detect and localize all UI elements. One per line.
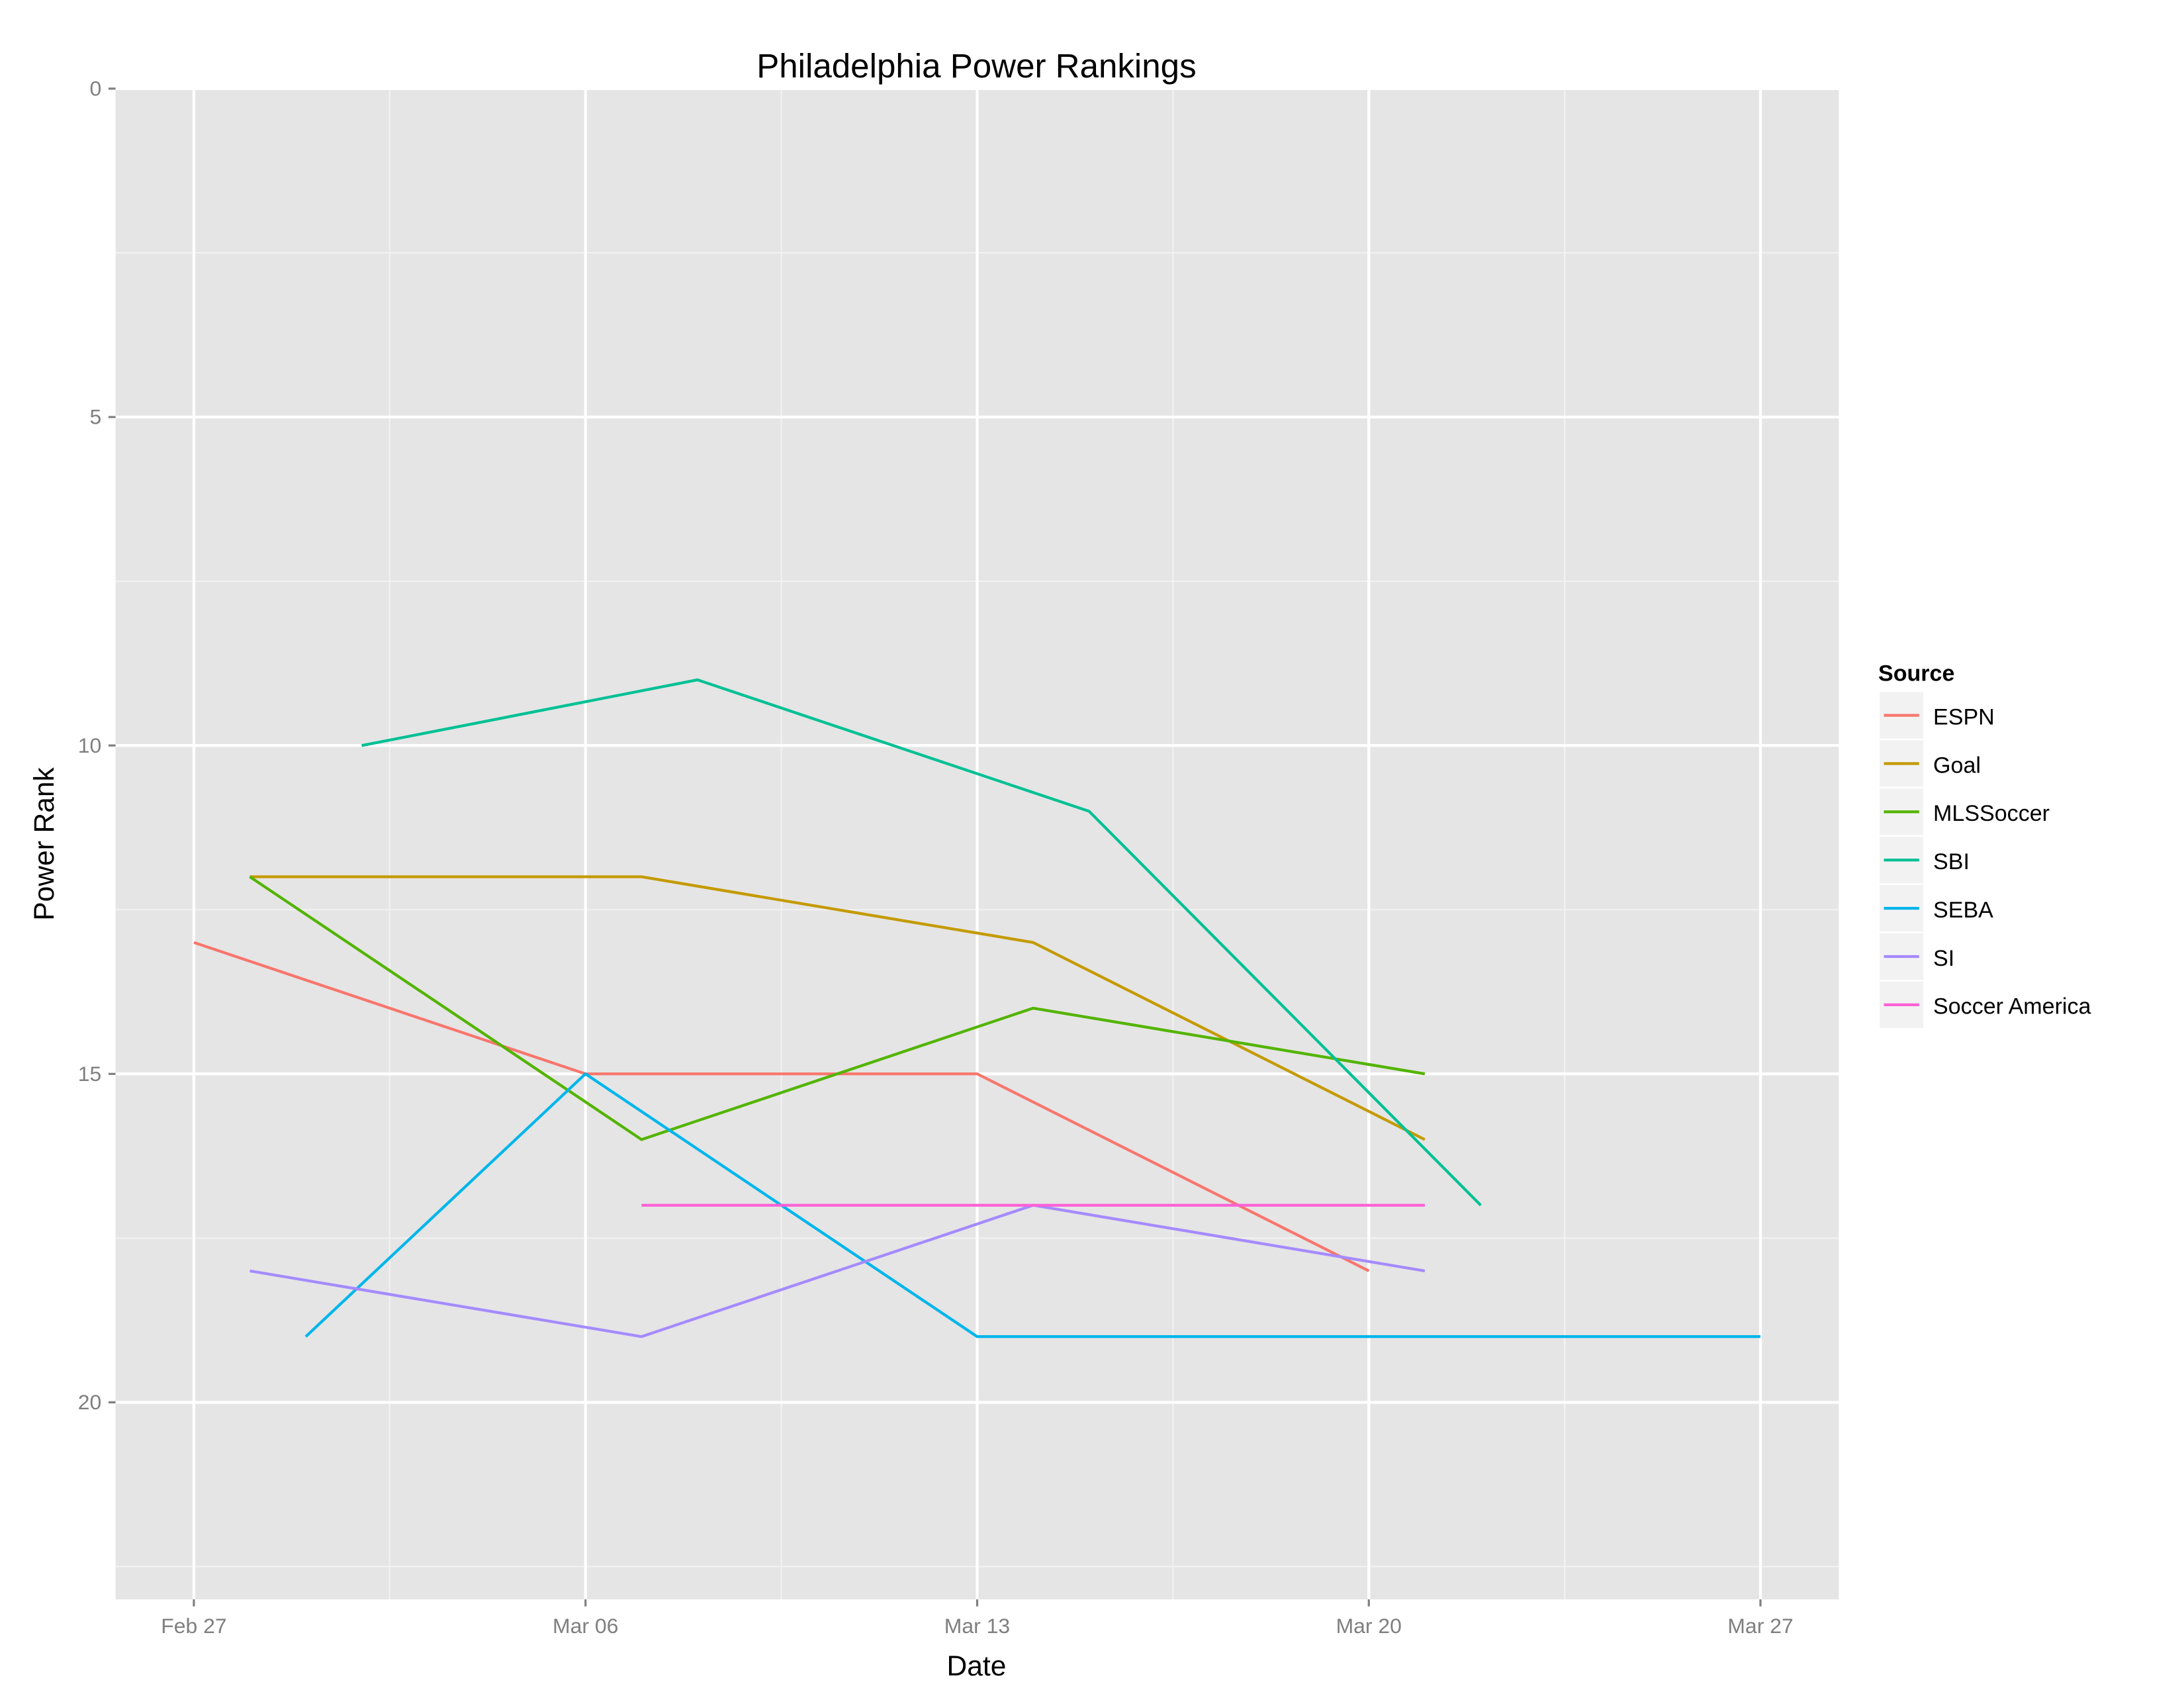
x-tick-label: Mar 06 (553, 1614, 618, 1638)
series-line-si (250, 1203, 1426, 1338)
legend-title: Source (1878, 661, 1954, 686)
chart-title: Philadelphia Power Rankings (756, 47, 1196, 85)
legend-label: Soccer America (1933, 994, 2091, 1019)
y-tick-label: 10 (78, 733, 102, 757)
legend-label: SEBA (1933, 898, 1993, 923)
y-axis-title: Power Rank (28, 767, 60, 921)
legend-label: MLSSoccer (1933, 801, 2050, 826)
legend-label: Goal (1933, 753, 1981, 778)
legend: Source ESPN Goal MLSSoccer SBI SEBA SI Soccer … (1878, 661, 2091, 1028)
x-tick-label: Mar 20 (1336, 1614, 1402, 1638)
y-tick-label: 15 (78, 1062, 102, 1086)
series-line-seba (304, 1072, 1761, 1338)
y-tick-label: 20 (78, 1390, 102, 1414)
series-line-mlssoccer (249, 875, 1426, 1141)
gridlines (115, 87, 1839, 1600)
axes: 0 5 10 15 20 Feb 27 Mar 06 Mar 13 Mar 20 Mar 27 (78, 77, 1794, 1638)
x-tick-label: Mar 13 (944, 1614, 1010, 1638)
legend-label: ESPN (1933, 704, 1995, 729)
y-tick-label: 5 (90, 405, 102, 429)
x-tick-label: Mar 27 (1727, 1614, 1793, 1638)
series-line-espn (193, 941, 1370, 1272)
y-tick-label: 0 (90, 77, 102, 101)
legend-label: SI (1933, 946, 1954, 971)
x-tick-label: Feb 27 (161, 1614, 226, 1638)
legend-label: SBI (1933, 849, 1970, 874)
x-axis-title: Date (946, 1650, 1006, 1682)
series-lines (193, 678, 1761, 1338)
series-line-sbi (361, 678, 1482, 1207)
